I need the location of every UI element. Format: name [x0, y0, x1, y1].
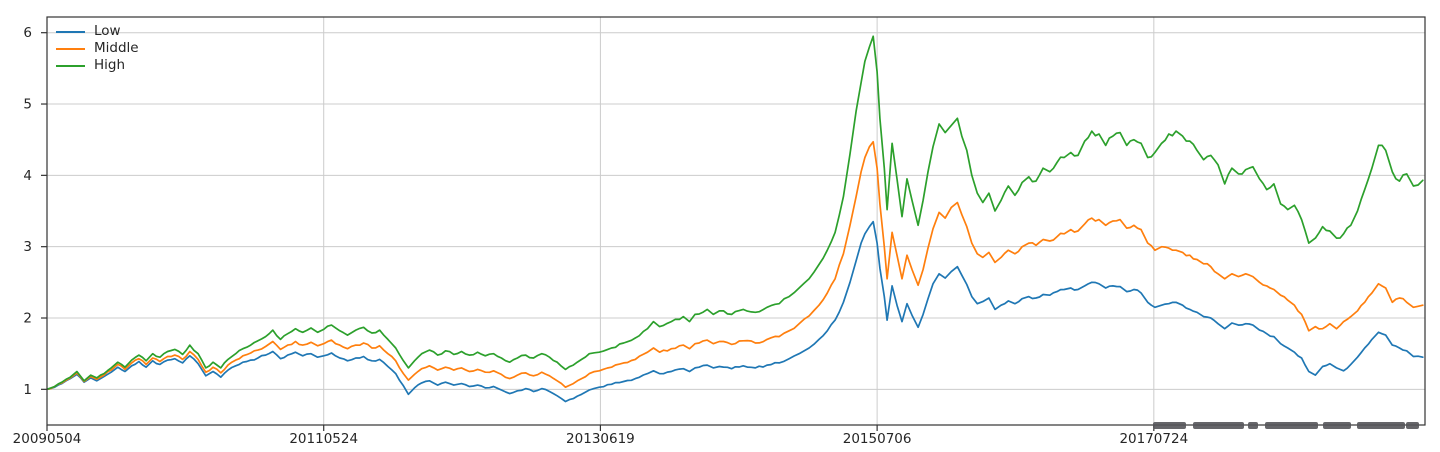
legend-item-low: Low [56, 23, 139, 40]
x-tick-label: 20110524 [289, 431, 358, 447]
watermark-fragment [1406, 422, 1419, 429]
y-tick-label: 1 [23, 382, 32, 398]
watermark-fragment [1193, 422, 1244, 429]
low-line-swatch [56, 30, 85, 33]
watermark-fragment [1357, 422, 1405, 429]
watermark-strip [1153, 422, 1419, 429]
x-tick-label: 20150706 [843, 431, 912, 447]
x-tick-label: 20090504 [13, 431, 82, 447]
x-tick-label: 20130619 [566, 431, 635, 447]
legend-label-middle: Middle [94, 40, 139, 56]
legend: Low Middle High [56, 23, 139, 74]
y-tick-label: 2 [23, 311, 32, 327]
x-tick-label: 20170724 [1119, 431, 1188, 447]
y-tick-label: 4 [23, 168, 32, 184]
watermark-fragment [1248, 422, 1258, 429]
high-line-swatch [56, 64, 85, 67]
legend-label-high: High [94, 57, 126, 73]
y-tick-label: 5 [23, 97, 32, 113]
watermark-fragment [1153, 422, 1186, 429]
series-lines [47, 35, 1424, 403]
gridlines [46, 17, 1425, 425]
axes-box [46, 16, 1426, 426]
y-tick-label: 3 [23, 239, 32, 255]
watermark-fragment [1265, 422, 1318, 429]
watermark-fragment [1323, 422, 1351, 429]
y-tick-label: 6 [23, 25, 32, 41]
legend-label-low: Low [94, 23, 121, 39]
series-line-middle [47, 140, 1424, 391]
legend-item-high: High [56, 57, 139, 74]
legend-item-middle: Middle [56, 40, 139, 57]
series-line-high [47, 35, 1424, 391]
tick-labels: 1 2 3 4 5 6 20090504 20110524 20130619 20150706 20… [13, 25, 1189, 447]
series-line-low [47, 220, 1424, 403]
middle-line-swatch [56, 47, 85, 50]
